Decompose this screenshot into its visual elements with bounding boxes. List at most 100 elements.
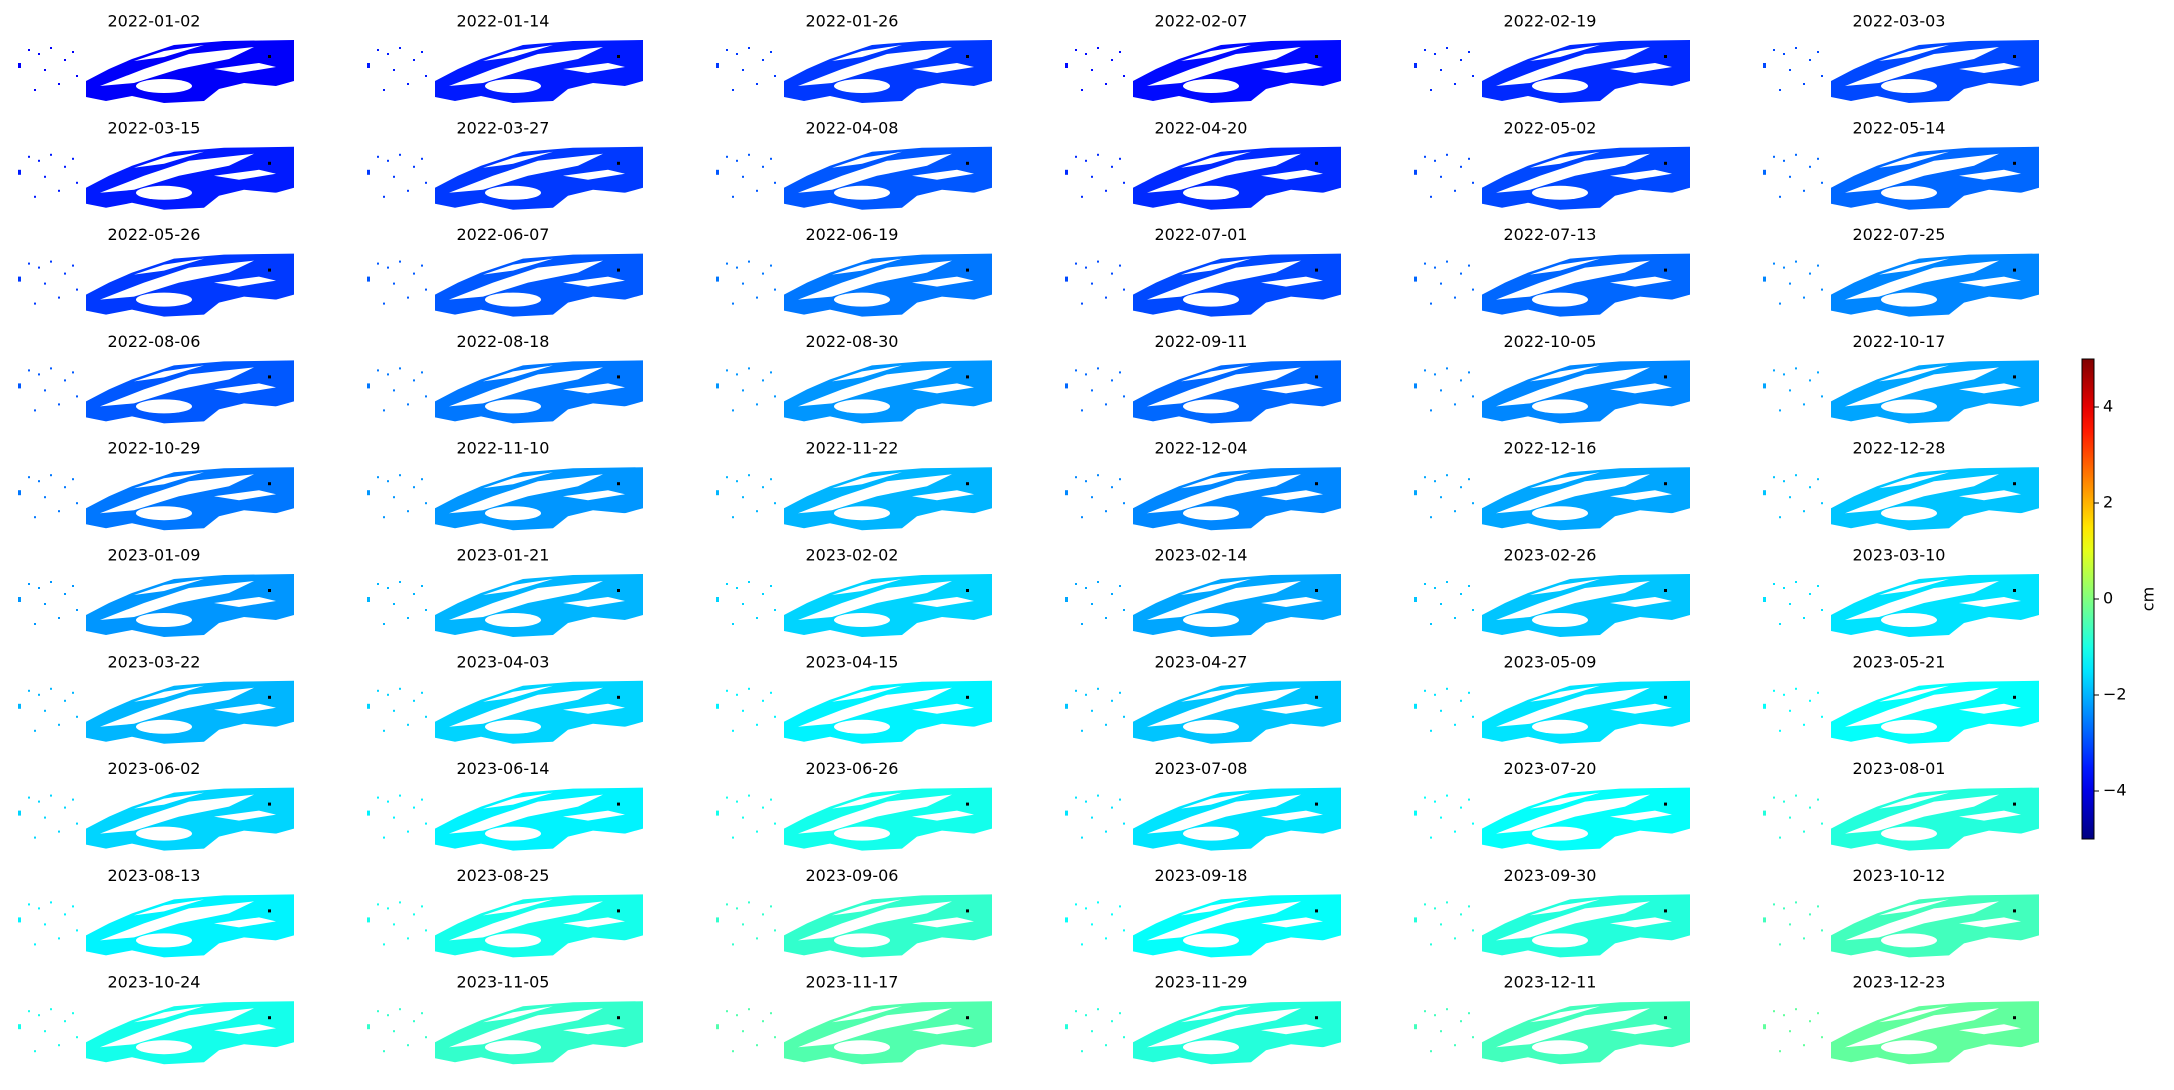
colorbar-tick-label: 4 bbox=[2103, 397, 2113, 416]
panel-title: 2022-10-17 bbox=[1853, 332, 1946, 351]
panel-map bbox=[367, 253, 643, 322]
colorbar-tick-label: 2 bbox=[2103, 493, 2113, 512]
panel-title: 2023-11-05 bbox=[457, 973, 550, 992]
panel-title: 2023-08-01 bbox=[1853, 759, 1946, 778]
panel-map bbox=[1414, 680, 1690, 749]
panel-map bbox=[1065, 1001, 1341, 1070]
colorbar-tick-label: 0 bbox=[2103, 589, 2113, 608]
panel-title: 2023-10-24 bbox=[108, 973, 201, 992]
panel-title: 2022-02-07 bbox=[1155, 12, 1248, 31]
panel-map bbox=[1065, 40, 1341, 108]
panel-map bbox=[716, 467, 992, 536]
panel-title: 2023-08-25 bbox=[457, 866, 550, 885]
panel-map bbox=[367, 680, 643, 749]
panel-title: 2023-04-03 bbox=[457, 652, 550, 671]
panel-title: 2023-09-30 bbox=[1504, 866, 1597, 885]
panel-map bbox=[1414, 253, 1690, 322]
panel-title: 2022-02-19 bbox=[1504, 12, 1597, 31]
panel-map bbox=[367, 40, 643, 108]
panel-map bbox=[1065, 146, 1341, 215]
panel-title: 2022-10-05 bbox=[1504, 332, 1597, 351]
panel-map bbox=[1065, 253, 1341, 322]
panel-map bbox=[716, 574, 992, 642]
panel-title: 2022-07-01 bbox=[1155, 225, 1248, 244]
panel-title: 2023-05-09 bbox=[1504, 652, 1597, 671]
panel-map bbox=[716, 1001, 992, 1070]
panel-title: 2023-11-29 bbox=[1155, 973, 1248, 992]
panel-title: 2023-06-02 bbox=[108, 759, 201, 778]
panel-map bbox=[367, 894, 643, 963]
panel-map bbox=[716, 787, 992, 856]
panel-title: 2022-08-18 bbox=[457, 332, 550, 351]
panel-grid: 2022-01-02 2022-01-14 2022-01-26 2022-02-07… bbox=[18, 12, 2039, 1070]
panel-title: 2023-12-23 bbox=[1853, 973, 1946, 992]
panel-title: 2023-09-18 bbox=[1155, 866, 1248, 885]
panel-title: 2022-03-27 bbox=[457, 118, 550, 137]
panel-map bbox=[1763, 894, 2039, 963]
panel-map bbox=[367, 467, 643, 536]
panel-map bbox=[716, 40, 992, 108]
panel-map bbox=[367, 787, 643, 856]
panel-title: 2022-08-06 bbox=[108, 332, 201, 351]
panel-title: 2023-08-13 bbox=[108, 866, 201, 885]
panel-title: 2022-09-11 bbox=[1155, 332, 1248, 351]
panel-title: 2023-07-20 bbox=[1504, 759, 1597, 778]
panel-title: 2022-12-16 bbox=[1504, 439, 1597, 458]
panel-map bbox=[1763, 787, 2039, 856]
panel-map bbox=[18, 253, 294, 322]
panel-map bbox=[1414, 40, 1690, 108]
panel-map bbox=[1763, 574, 2039, 642]
panel-title: 2022-01-26 bbox=[806, 12, 899, 31]
panel-map bbox=[18, 360, 294, 429]
panel-title: 2023-09-06 bbox=[806, 866, 899, 885]
panel-title: 2023-02-02 bbox=[806, 546, 899, 565]
panel-title: 2022-06-19 bbox=[806, 225, 899, 244]
panel-map bbox=[1065, 360, 1341, 429]
panel-map bbox=[18, 40, 294, 108]
panel-map bbox=[18, 680, 294, 749]
colorbar bbox=[2081, 358, 2095, 840]
panel-title: 2023-05-21 bbox=[1853, 652, 1946, 671]
panel-map bbox=[1065, 574, 1341, 642]
panel-title: 2023-07-08 bbox=[1155, 759, 1248, 778]
panel-map bbox=[1763, 253, 2039, 322]
panel-title: 2022-12-28 bbox=[1853, 439, 1946, 458]
panel-map bbox=[1414, 360, 1690, 429]
panel-map bbox=[716, 894, 992, 963]
panel-title: 2022-07-13 bbox=[1504, 225, 1597, 244]
panel-title: 2023-03-10 bbox=[1853, 546, 1946, 565]
panel-title: 2023-02-26 bbox=[1504, 546, 1597, 565]
panel-title: 2022-04-08 bbox=[806, 118, 899, 137]
panel-map bbox=[367, 360, 643, 429]
panel-title: 2023-06-26 bbox=[806, 759, 899, 778]
panel-title: 2022-05-02 bbox=[1504, 118, 1597, 137]
panel-map bbox=[716, 146, 992, 215]
panel-map bbox=[18, 894, 294, 963]
panel-map bbox=[1763, 146, 2039, 215]
panel-title: 2023-10-12 bbox=[1853, 866, 1946, 885]
panel-map bbox=[1414, 467, 1690, 536]
panel-map bbox=[1065, 894, 1341, 963]
panel-title: 2022-03-03 bbox=[1853, 12, 1946, 31]
panel-title: 2022-10-29 bbox=[108, 439, 201, 458]
panel-title: 2023-03-22 bbox=[108, 652, 201, 671]
panel-title: 2023-02-14 bbox=[1155, 546, 1248, 565]
panel-title: 2022-01-14 bbox=[457, 12, 550, 31]
panel-map bbox=[716, 360, 992, 429]
panel-title: 2023-06-14 bbox=[457, 759, 550, 778]
panel-map bbox=[18, 787, 294, 856]
panel-map bbox=[1065, 467, 1341, 536]
panel-map bbox=[1763, 1001, 2039, 1070]
panel-title: 2022-06-07 bbox=[457, 225, 550, 244]
colorbar-tick-label: −4 bbox=[2103, 781, 2127, 800]
panel-title: 2022-04-20 bbox=[1155, 118, 1248, 137]
panel-map bbox=[367, 1001, 643, 1070]
panel-map bbox=[1414, 787, 1690, 856]
colorbar-tick-label: −2 bbox=[2103, 685, 2127, 704]
panel-title: 2022-12-04 bbox=[1155, 439, 1248, 458]
panel-map bbox=[18, 574, 294, 642]
panel-map bbox=[18, 467, 294, 536]
panel-title: 2022-08-30 bbox=[806, 332, 899, 351]
